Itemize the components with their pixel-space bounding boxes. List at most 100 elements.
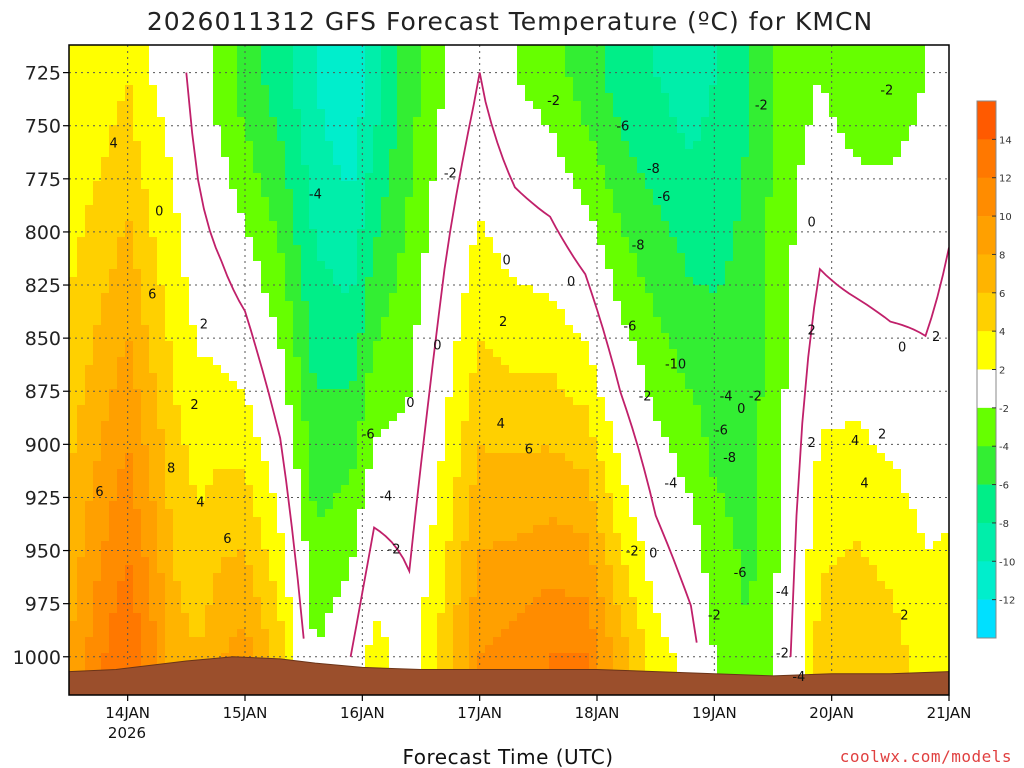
field-cell <box>493 189 502 198</box>
field-cell <box>125 205 134 214</box>
field-cell <box>301 341 310 350</box>
field-cell <box>293 437 302 446</box>
field-cell <box>189 53 198 62</box>
field-cell <box>469 557 478 566</box>
field-cell <box>533 557 542 566</box>
field-cell <box>493 629 502 638</box>
field-cell <box>301 61 310 70</box>
field-cell <box>197 301 206 310</box>
field-cell <box>133 133 142 142</box>
field-cell <box>485 629 494 638</box>
field-cell <box>237 221 246 230</box>
field-cell <box>485 69 494 78</box>
field-cell <box>381 93 390 102</box>
field-cell <box>477 165 486 174</box>
field-cell <box>125 93 134 102</box>
field-cell <box>253 325 262 334</box>
field-cell <box>509 557 518 566</box>
field-cell <box>429 493 438 502</box>
field-cell <box>493 45 502 54</box>
field-cell <box>485 149 494 158</box>
field-cell <box>437 277 446 286</box>
field-cell <box>501 365 510 374</box>
field-cell <box>269 77 278 86</box>
field-cell <box>349 453 358 462</box>
field-cell <box>485 517 494 526</box>
field-cell <box>141 405 150 414</box>
field-cell <box>117 445 126 454</box>
field-cell <box>445 149 454 158</box>
field-cell <box>541 429 550 438</box>
field-cell <box>509 221 518 230</box>
field-cell <box>357 557 366 566</box>
field-cell <box>485 541 494 550</box>
field-cell <box>93 101 102 110</box>
field-cell <box>237 525 246 534</box>
field-cell <box>453 293 462 302</box>
field-cell <box>533 381 542 390</box>
field-cell <box>429 605 438 614</box>
field-cell <box>469 293 478 302</box>
field-cell <box>245 413 254 422</box>
field-cell <box>517 157 526 166</box>
field-cell <box>541 645 550 654</box>
field-cell <box>197 445 206 454</box>
field-cell <box>229 421 238 430</box>
field-cell <box>125 533 134 542</box>
field-cell <box>421 533 430 542</box>
field-cell <box>325 461 334 470</box>
field-cell <box>421 165 430 174</box>
field-cell <box>93 629 102 638</box>
field-cell <box>357 485 366 494</box>
field-cell <box>125 357 134 366</box>
field-cell <box>141 429 150 438</box>
field-cell <box>389 245 398 254</box>
field-cell <box>317 645 326 654</box>
field-cell <box>141 285 150 294</box>
field-cell <box>357 645 366 654</box>
field-cell <box>357 165 366 174</box>
field-cell <box>309 45 318 54</box>
field-cell <box>189 645 198 654</box>
field-cell <box>533 269 542 278</box>
field-cell <box>205 421 214 430</box>
field-cell <box>357 149 366 158</box>
field-cell <box>333 237 342 246</box>
field-cell <box>69 477 78 486</box>
field-cell <box>349 381 358 390</box>
field-cell <box>85 397 94 406</box>
field-cell <box>381 301 390 310</box>
field-cell <box>157 397 166 406</box>
field-cell <box>285 533 294 542</box>
field-cell <box>373 309 382 318</box>
field-cell <box>493 437 502 446</box>
field-cell <box>133 277 142 286</box>
field-cell <box>381 69 390 78</box>
field-cell <box>213 213 222 222</box>
field-cell <box>429 93 438 102</box>
field-cell <box>421 437 430 446</box>
field-cell <box>381 389 390 398</box>
field-cell <box>261 397 270 406</box>
field-cell <box>493 349 502 358</box>
field-cell <box>317 349 326 358</box>
field-cell <box>245 421 254 430</box>
field-cell <box>133 477 142 486</box>
field-cell <box>341 381 350 390</box>
field-cell <box>453 149 462 158</box>
field-cell <box>509 533 518 542</box>
field-cell <box>477 61 486 70</box>
field-cell <box>285 309 294 318</box>
field-cell <box>149 613 158 622</box>
field-cell <box>173 237 182 246</box>
field-cell <box>165 197 174 206</box>
field-cell <box>213 485 222 494</box>
field-cell <box>69 469 78 478</box>
field-cell <box>93 133 102 142</box>
field-cell <box>453 261 462 270</box>
field-cell <box>325 165 334 174</box>
field-cell <box>245 125 254 134</box>
field-cell <box>269 101 278 110</box>
field-cell <box>509 365 518 374</box>
field-cell <box>517 517 526 526</box>
